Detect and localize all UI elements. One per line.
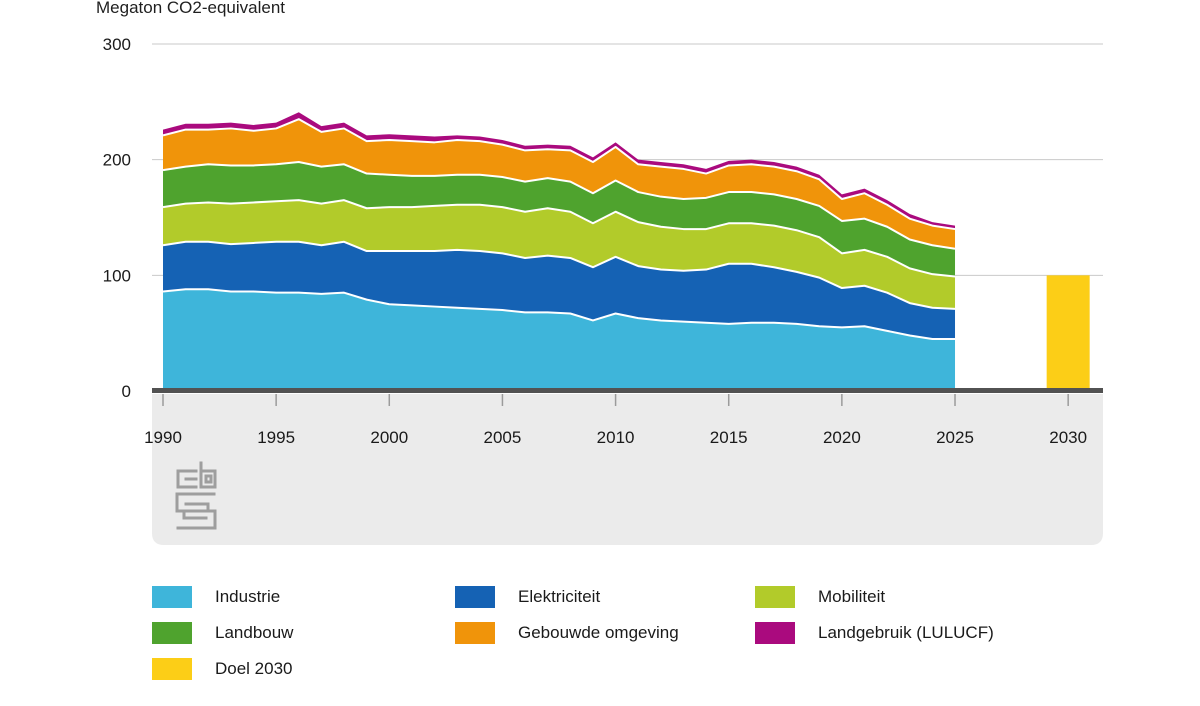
legend-item-mobiliteit: Mobiliteit xyxy=(755,586,885,608)
chart-title: Megaton CO2-equivalent xyxy=(96,0,286,17)
legend-swatch-gebouwde-omgeving xyxy=(455,622,495,644)
legend-label: Doel 2030 xyxy=(215,659,293,678)
y-tick-label: 0 xyxy=(122,382,131,401)
x-axis-band xyxy=(152,394,1103,545)
legend-swatch-doel-2030 xyxy=(152,658,192,680)
legend-label: Landbouw xyxy=(215,623,294,642)
x-tick-label: 2000 xyxy=(370,428,408,447)
cbs-logo xyxy=(176,509,217,530)
legend-item-industrie: Industrie xyxy=(152,586,280,608)
legend-label: Industrie xyxy=(215,587,281,606)
x-tick-label: 1995 xyxy=(257,428,295,447)
bar-doel-2030 xyxy=(1046,275,1090,391)
legend-item-gebouwde-omgeving: Gebouwde omgeving xyxy=(455,622,679,644)
y-tick-label: 200 xyxy=(103,151,131,170)
area-separator xyxy=(162,160,956,250)
area-separator xyxy=(162,288,956,340)
legend-swatch-elektriciteit xyxy=(455,586,495,608)
x-tick-label: 2025 xyxy=(936,428,974,447)
area-landbouw xyxy=(163,161,956,277)
legend-label: Landgebruik (LULUCF) xyxy=(818,623,994,642)
legend-item-doel-2030: Doel 2030 xyxy=(152,658,293,680)
legend-item-elektriciteit: Elektriciteit xyxy=(455,586,600,608)
x-tick-label: 2010 xyxy=(597,428,635,447)
chart-legend: Industrie Elektriciteit Mobiliteit Landbouw… xyxy=(152,586,1112,706)
area-industrie xyxy=(163,289,956,391)
legend-swatch-mobiliteit xyxy=(755,586,795,608)
legend-label: Gebouwde omgeving xyxy=(518,623,679,642)
legend-item-landbouw: Landbouw xyxy=(152,622,293,644)
area-separator xyxy=(162,199,956,278)
legend-swatch-industrie xyxy=(152,586,192,608)
legend-label: Elektriciteit xyxy=(518,587,601,606)
area-gebouwde-omgeving xyxy=(163,119,956,249)
x-tick-label: 2005 xyxy=(484,428,522,447)
x-tick-label: 2015 xyxy=(710,428,748,447)
legend-swatch-landbouw xyxy=(152,622,192,644)
area-mobiliteit xyxy=(163,200,956,309)
y-tick-label: 300 xyxy=(103,35,131,54)
y-tick-label: 100 xyxy=(103,266,131,285)
area-elektriciteit xyxy=(163,241,956,339)
legend-label: Mobiliteit xyxy=(818,587,886,606)
x-tick-label: 2030 xyxy=(1049,428,1087,447)
emissions-chart-page: 1990 1995 2000 2005 2010 2015 2020 2025 2030 0 100… xyxy=(96,0,1103,680)
area-separator xyxy=(162,240,956,310)
cbs-logo xyxy=(199,461,217,489)
legend-item-landgebruik-lulucf: Landgebruik (LULUCF) xyxy=(755,622,994,644)
legend-swatch-landgebruik-lulucf xyxy=(755,622,795,644)
cbs-logo xyxy=(176,469,198,489)
x-tick-label: 2020 xyxy=(823,428,861,447)
x-tick-label: 1990 xyxy=(144,428,182,447)
x-axis-line xyxy=(152,388,1103,393)
area-separator xyxy=(162,118,956,231)
stacked-area-chart: 1990 1995 2000 2005 2010 2015 2020 2025 2030 0 100… xyxy=(103,35,1103,545)
